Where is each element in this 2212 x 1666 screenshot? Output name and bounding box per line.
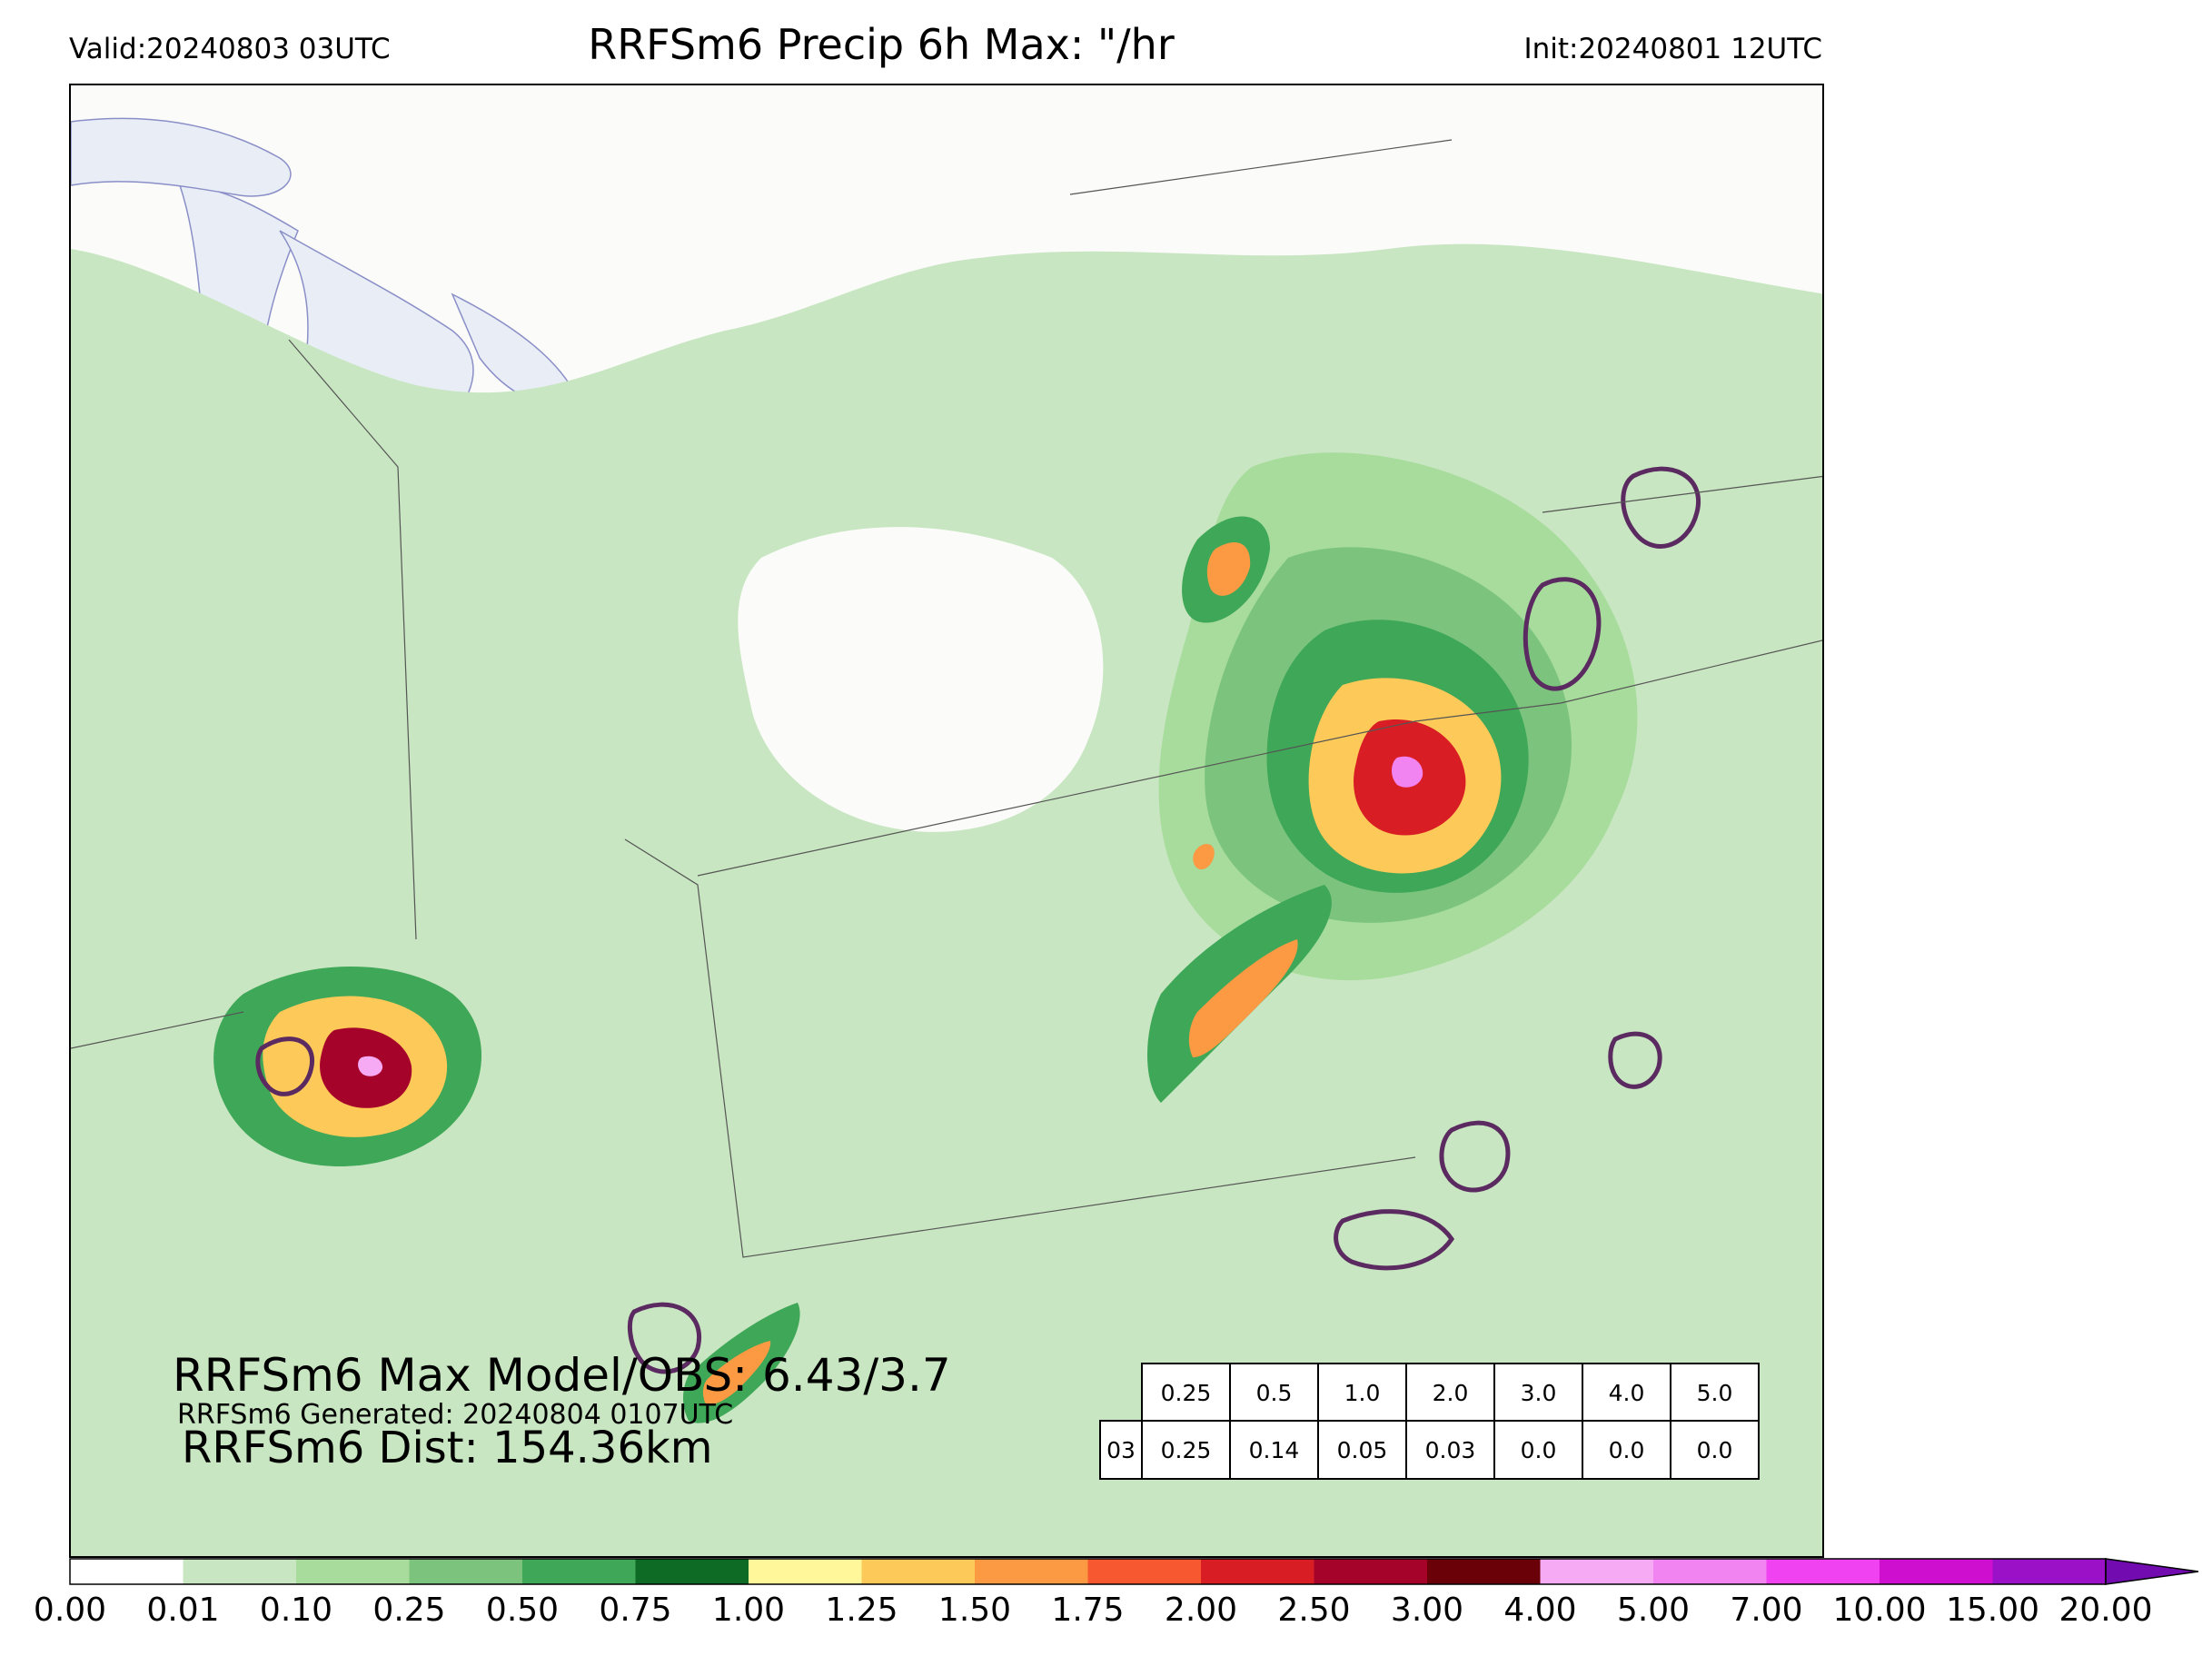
valid-time-label: Valid:20240803 03UTC — [69, 33, 391, 65]
colorbar-tick-label: 3.00 — [1390, 1592, 1464, 1629]
threshold-cell: 0.25 — [1141, 1363, 1231, 1423]
colorbar-tick-labels: 0.00 0.01 0.10 0.25 0.50 0.75 1.00 1.25 1.50 1.75… — [0, 1592, 2212, 1646]
colorbar-bin — [1880, 1559, 1993, 1584]
colorbar-tick-label: 2.50 — [1277, 1592, 1351, 1629]
precip-extreme-east — [1392, 756, 1423, 788]
colorbar-tick-label: 5.00 — [1616, 1592, 1691, 1629]
threshold-cell: 5.0 — [1670, 1363, 1760, 1423]
colorbar-tick-label: 0.50 — [485, 1592, 560, 1629]
threshold-header-table: 0.25 0.5 1.0 2.0 3.0 4.0 5.0 — [1141, 1363, 1760, 1423]
border-line — [71, 139, 1822, 1258]
obs-contour — [1523, 577, 1602, 691]
colorbar-bin — [1540, 1559, 1653, 1584]
colorbar-bin — [522, 1559, 636, 1584]
colorbar-bin — [409, 1559, 522, 1584]
colorbar-outline — [69, 1558, 2107, 1585]
precip-band-south-core — [702, 1341, 771, 1404]
colorbar-tick-label: 7.00 — [1730, 1592, 1803, 1629]
init-time-label: Init:20240801 12UTC — [1523, 33, 1822, 65]
colorbar-extend-arrow — [2105, 1558, 2199, 1585]
threshold-value-cell: 0.25 — [1141, 1420, 1231, 1480]
colorbar-bin — [296, 1559, 410, 1584]
colorbar-bin — [861, 1559, 975, 1584]
colorbar — [69, 1558, 2199, 1585]
colorbar-tick-label: 2.00 — [1164, 1592, 1238, 1629]
obs-contour — [1608, 1031, 1662, 1089]
obs-contour — [255, 1036, 314, 1096]
threshold-value-cell: 0.0 — [1582, 1420, 1671, 1480]
threshold-cell: 2.0 — [1405, 1363, 1495, 1423]
lake-superior-edge — [71, 117, 292, 197]
colorbar-bin — [1314, 1559, 1427, 1584]
colorbar-bin — [975, 1559, 1088, 1584]
obs-contour — [1439, 1120, 1511, 1193]
precip-shading — [71, 243, 1822, 1556]
colorbar-tick-label: 0.01 — [146, 1592, 220, 1629]
colorbar-tick-label: 4.00 — [1503, 1592, 1577, 1629]
threshold-value-cell: 0.0 — [1670, 1420, 1760, 1480]
threshold-cell: 4.0 — [1582, 1363, 1671, 1423]
colorbar-bin — [635, 1559, 749, 1584]
colorbar-bin — [1992, 1559, 2106, 1584]
colorbar-bin — [1766, 1559, 1880, 1584]
colorbar-tick-label: 0.00 — [33, 1592, 107, 1629]
colorbar-bin — [1201, 1559, 1314, 1584]
generated-time-annotation: RRFSm6 Generated: 20240804 0107UTC — [177, 1399, 734, 1431]
colorbar-tick-label: 15.00 — [1945, 1592, 2040, 1629]
forecast-hour-cell: 03 — [1099, 1420, 1143, 1480]
threshold-cell: 1.0 — [1317, 1363, 1407, 1423]
precip-cell-ne-core — [1206, 541, 1251, 596]
colorbar-bin — [1653, 1559, 1767, 1584]
precip-map — [71, 117, 1822, 1556]
colorbar-tick-label: 10.00 — [1832, 1592, 1927, 1629]
precip-cell-west-extreme — [358, 1056, 383, 1076]
colorbar-bin — [1087, 1559, 1201, 1584]
colorbar-tick-label: 1.50 — [937, 1592, 1012, 1629]
precip-map-panel — [69, 84, 1824, 1558]
threshold-cell: 0.5 — [1229, 1363, 1319, 1423]
colorbar-bin — [70, 1559, 184, 1584]
obs-contour — [627, 1302, 701, 1374]
boundaries — [71, 139, 1822, 1258]
precip-cell-ontario — [1193, 844, 1215, 870]
precip-clear-region — [738, 527, 1104, 832]
colorbar-tick-label: 0.75 — [599, 1592, 672, 1629]
max-model-obs-annotation: RRFSm6 Max Model/OBS: 6.43/3.7 — [173, 1349, 951, 1402]
threshold-value-cell: 0.14 — [1229, 1420, 1319, 1480]
threshold-cell: 3.0 — [1493, 1363, 1583, 1423]
threshold-value-cell: 0.0 — [1493, 1420, 1583, 1480]
precip-band-sw-core — [1188, 939, 1298, 1057]
colorbar-bin — [1427, 1559, 1541, 1584]
distance-annotation: RRFSm6 Dist: 154.36km — [182, 1423, 713, 1473]
colorbar-tick-label: 1.00 — [711, 1592, 786, 1629]
colorbar-tick-label: 1.75 — [1051, 1592, 1125, 1629]
colorbar-tick-label: 1.25 — [825, 1592, 898, 1629]
threshold-value-cell: 0.05 — [1317, 1420, 1407, 1480]
obs-contour — [1334, 1209, 1455, 1271]
obs-contour — [1621, 466, 1701, 549]
colorbar-tick-label: 0.10 — [259, 1592, 333, 1629]
colorbar-bin — [749, 1559, 862, 1584]
colorbar-tick-label: 20.00 — [2058, 1592, 2153, 1629]
threshold-value-table: 03 0.25 0.14 0.05 0.03 0.0 0.0 0.0 — [1099, 1420, 1760, 1480]
colorbar-bin — [183, 1559, 296, 1584]
colorbar-tick-label: 0.25 — [372, 1592, 446, 1629]
threshold-value-cell: 0.03 — [1405, 1420, 1495, 1480]
obs-contours — [255, 466, 1701, 1374]
map-title: RRFSm6 Precip 6h Max: "/hr — [588, 20, 1175, 69]
